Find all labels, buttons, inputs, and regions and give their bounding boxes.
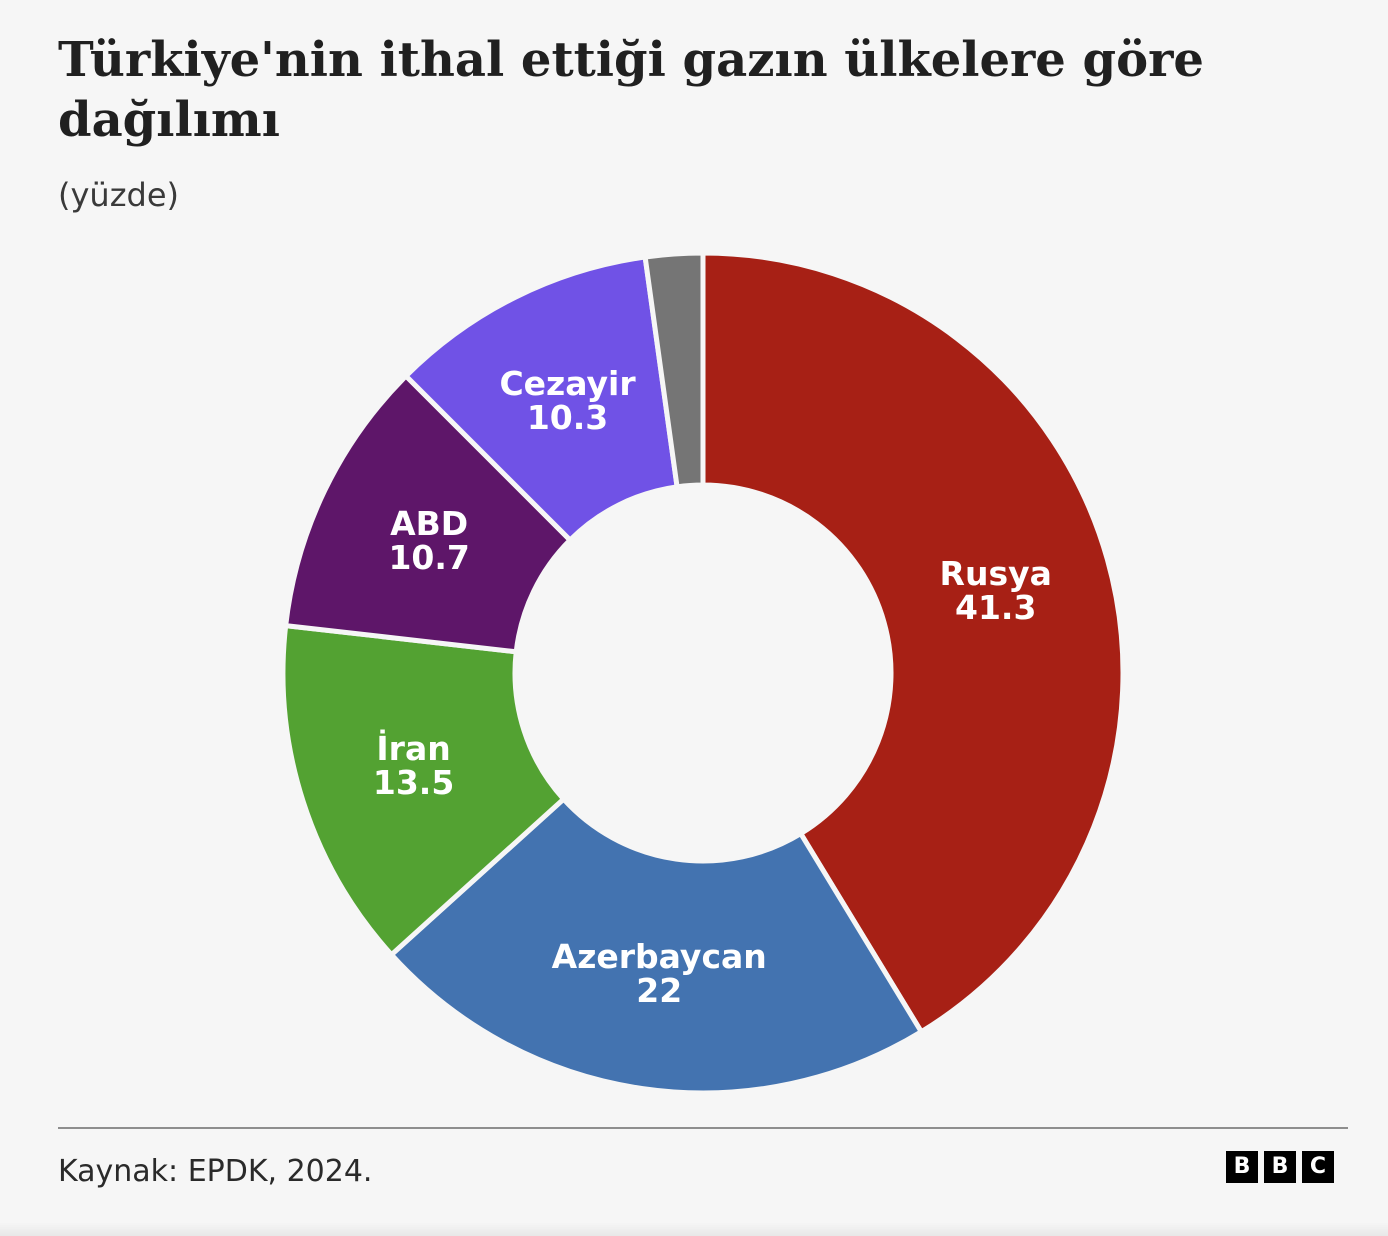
- slice-label-rusya: Rusya: [940, 554, 1052, 593]
- slice-i-ran: [280, 623, 567, 958]
- slice-value-azerbaycan: 22: [636, 971, 682, 1010]
- slice-label-abd: ABD: [390, 504, 468, 543]
- logo-letter-c: C: [1302, 1151, 1334, 1183]
- slice-value-rusya: 41.3: [955, 588, 1036, 627]
- bbc-logo: B B C: [1226, 1151, 1334, 1183]
- slice-value-abd: 10.7: [388, 538, 469, 577]
- donut-slices: [280, 250, 1126, 1096]
- slice-abd: [283, 373, 573, 655]
- slice-label-i-ran: İran: [376, 728, 450, 768]
- slice-label-azerbaycan: Azerbaycan: [552, 937, 767, 976]
- logo-letter-b2: B: [1264, 1151, 1296, 1183]
- slice-cezayir: [403, 254, 680, 543]
- slice-rusya: [700, 250, 1126, 1035]
- slice-value-cezayir: 10.3: [527, 398, 608, 437]
- chart-title: Türkiye'nin ithal ettiği gazın ülkelere …: [58, 32, 1204, 148]
- chart-subtitle: (yüzde): [58, 176, 179, 214]
- source-note: Kaynak: EPDK, 2024.: [58, 1154, 373, 1189]
- slice-label-cezayir: Cezayir: [499, 364, 636, 403]
- footer-divider: [58, 1127, 1348, 1129]
- logo-letter-b1: B: [1226, 1151, 1258, 1183]
- slice-value-i-ran: 13.5: [373, 763, 454, 802]
- slice-azerbaycan: [388, 796, 924, 1096]
- bottom-shadow: [0, 1222, 1388, 1236]
- slice-other: [642, 250, 706, 490]
